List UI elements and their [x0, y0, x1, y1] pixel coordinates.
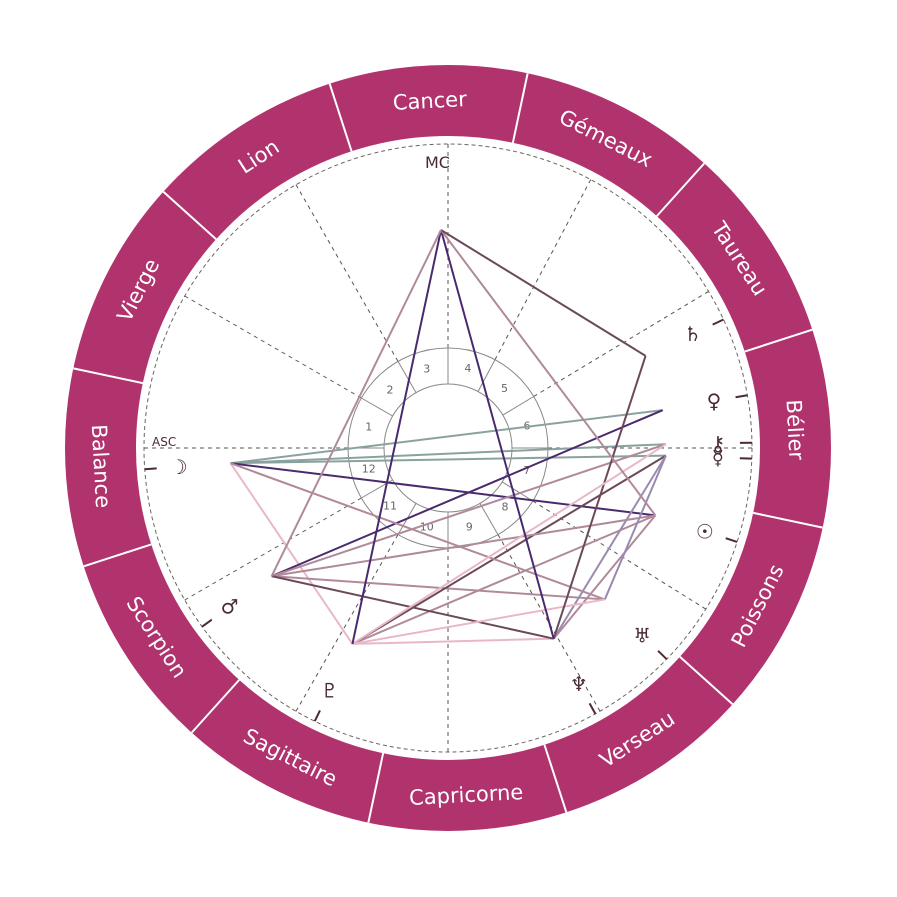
house-number: 3	[423, 362, 430, 375]
house-cusp-line	[532, 500, 707, 610]
planet-tick	[144, 467, 157, 471]
planet-tick	[588, 702, 597, 715]
pluto-icon: ♇	[321, 679, 339, 703]
aspect-lines	[229, 229, 667, 645]
sign-divider	[83, 543, 152, 568]
planet-tick	[313, 710, 321, 722]
aspect-line	[230, 443, 667, 465]
house-cusp-line	[295, 534, 399, 712]
aspect-line	[440, 229, 647, 357]
planet-tick	[657, 650, 668, 660]
sign-label: Bélier	[781, 399, 808, 461]
house-number-wheel: 123456789101112	[347, 347, 549, 549]
aspect-line	[351, 443, 667, 645]
aspect-line	[271, 575, 554, 640]
sign-divider	[190, 679, 240, 734]
aspect-line	[552, 455, 667, 640]
house-inner-divider	[397, 361, 417, 393]
aspect-line	[351, 454, 667, 645]
aspect-line	[230, 454, 666, 465]
asc-label: ASC	[152, 435, 176, 449]
house-number: 11	[383, 499, 397, 512]
house-inner-divider	[502, 396, 534, 416]
sign-divider	[328, 83, 353, 152]
planet-glyphs: ☽ ♂ ♇ ♆ ♅ ☉ ☿⚷ ♀ ♄	[144, 318, 752, 722]
house-number: 2	[387, 384, 394, 397]
aspect-line	[230, 409, 663, 465]
sun-icon: ☉	[696, 519, 714, 543]
house-number: 7	[523, 464, 530, 477]
house-number: 9	[466, 521, 473, 534]
planet-tick	[201, 618, 213, 628]
house-inner-divider	[477, 359, 496, 392]
house-inner-divider	[502, 481, 534, 502]
aspect-line	[230, 462, 656, 517]
house-number: 12	[362, 463, 376, 476]
sign-label: Cancer	[392, 87, 467, 115]
house-ring-inner	[383, 383, 513, 513]
planet-tick	[712, 318, 724, 326]
aspect-line	[352, 598, 605, 645]
aspect-line	[271, 575, 605, 601]
house-number: 5	[501, 382, 508, 395]
saturn-icon: ♄	[684, 322, 702, 346]
chiron-icon: ⚷	[711, 431, 726, 455]
sign-divider	[367, 752, 385, 823]
aspect-line	[552, 514, 657, 640]
sign-divider	[744, 328, 813, 353]
uranus-icon: ♅	[633, 624, 651, 648]
house-cusp-line	[497, 534, 601, 712]
planet-tick	[735, 394, 748, 399]
house-number: 1	[365, 420, 372, 433]
sign-divider	[752, 511, 823, 529]
house-inner-divider	[479, 503, 499, 535]
aspect-line	[230, 462, 606, 601]
house-cusp-line	[533, 290, 709, 397]
aspect-line	[440, 229, 555, 639]
sign-label: Capricorne	[409, 780, 524, 810]
sign-divider	[679, 656, 734, 706]
aspect-line	[440, 229, 657, 516]
aspect-line	[229, 462, 354, 645]
sign-divider	[162, 190, 217, 240]
aspect-line	[352, 637, 554, 645]
sign-divider	[73, 367, 144, 385]
zodiac-band	[65, 65, 831, 831]
sign-divider	[511, 73, 529, 144]
neptune-icon: ♆	[570, 672, 588, 696]
house-number: 8	[501, 500, 508, 513]
aspect-line	[270, 229, 442, 577]
venus-icon: ♀	[707, 389, 722, 413]
aspect-line	[271, 443, 667, 578]
mercury-icon: ☿	[712, 445, 724, 469]
sign-divider	[543, 744, 568, 813]
aspect-line	[352, 514, 656, 645]
aspect-line	[552, 355, 647, 639]
house-inner-divider	[361, 397, 393, 417]
planet-tick	[725, 537, 738, 543]
house-cusp-line	[184, 295, 362, 399]
moon-icon: ☽	[170, 455, 188, 479]
house-cusp-line	[295, 184, 399, 362]
mars-icon: ♂	[221, 595, 239, 619]
house-cusp-line	[184, 497, 362, 601]
mc-label: MC	[425, 153, 450, 172]
sign-label: Balance	[87, 424, 115, 509]
house-cusp-line	[494, 179, 592, 360]
aspect-line	[351, 229, 442, 645]
house-number: 4	[464, 362, 471, 375]
aspect-line	[603, 455, 667, 600]
sign-divider	[656, 162, 706, 217]
